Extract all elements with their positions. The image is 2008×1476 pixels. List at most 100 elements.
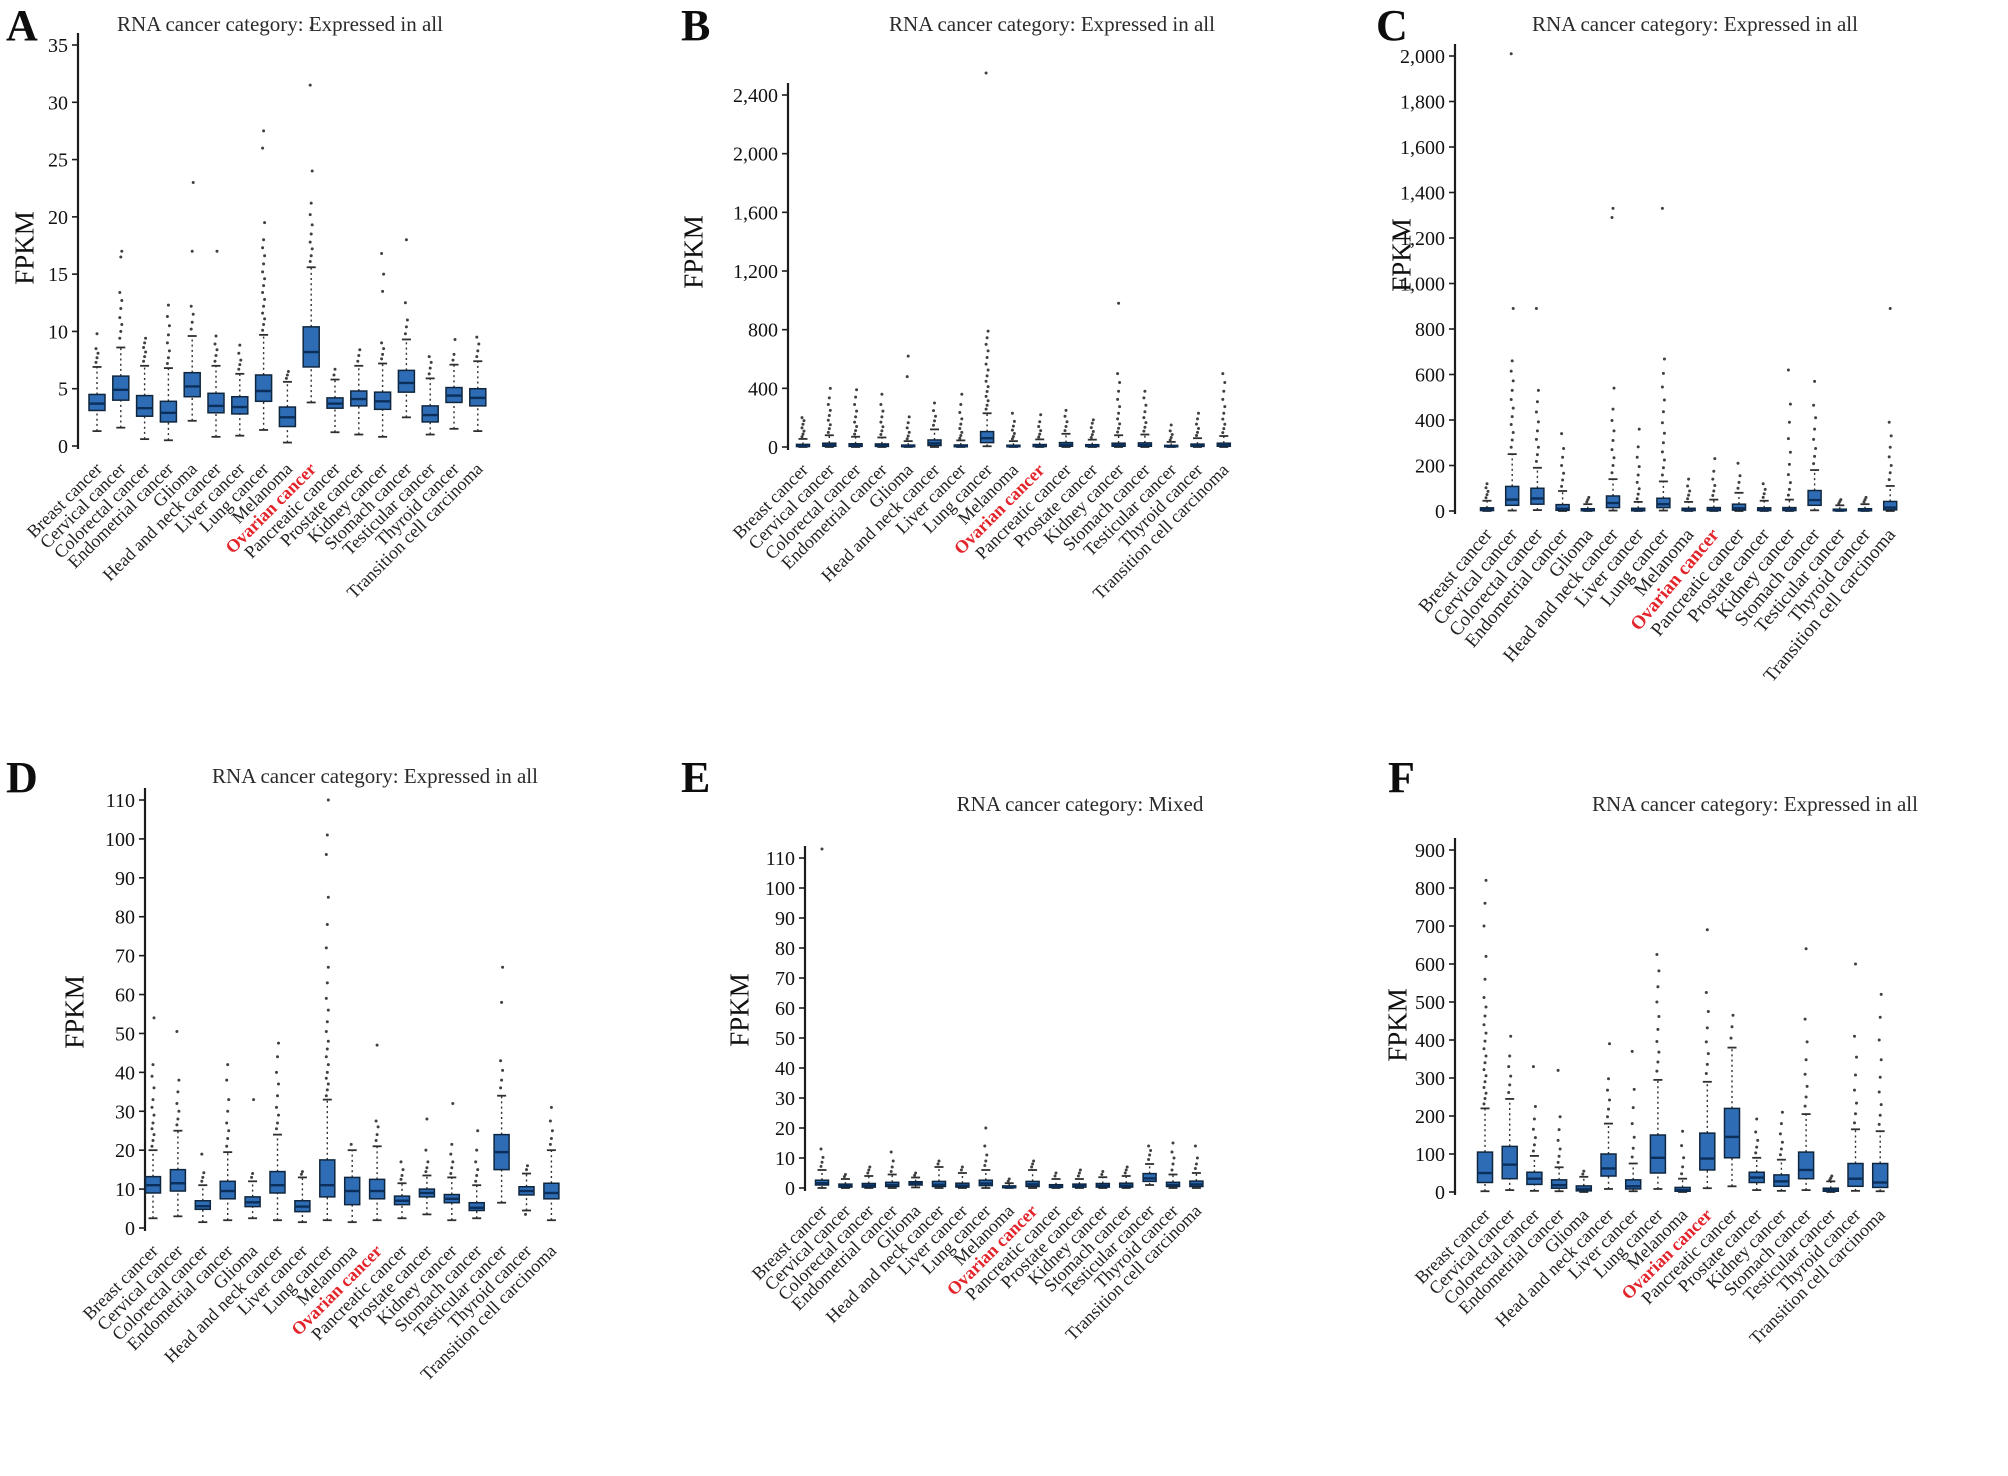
outlier-point [984,407,988,411]
outlier-point [1221,431,1225,435]
outlier-point [1786,473,1790,477]
outlier-point [1509,445,1513,449]
outlier-point [1655,1040,1659,1044]
iqr-box [254,374,273,403]
outlier-point [1194,1162,1198,1166]
outlier-point [1054,1171,1058,1175]
outlier-point [879,420,883,424]
outlier-point [326,1008,330,1012]
box-transition-cell-carcinoma: Transition cell carcinoma [1745,992,1889,1348]
iqr-box [1624,1179,1642,1190]
outlier-point [1090,433,1094,437]
outlier-point [166,303,170,307]
outlier-point [1736,461,1740,465]
y-tick-label: 25 [48,150,68,172]
outlier-point [500,1000,504,1004]
outlier-point [324,852,328,856]
outlier-point [853,402,857,406]
outlier-point [1788,450,1792,454]
outlier-point [1662,458,1666,462]
outlier-point [1730,1025,1734,1029]
outlier-point [449,1172,453,1176]
outlier-point [324,1094,328,1098]
y-tick-label: 100 [1415,1144,1445,1166]
outlier-point [1855,1055,1858,1059]
outlier-point [1195,422,1198,426]
outlier-point [1196,417,1199,421]
outlier-point [309,254,313,258]
outlier-point [1222,389,1226,393]
outlier-point [1610,471,1614,475]
outlier-point [984,71,988,75]
y-tick-label: 900 [1415,840,1445,862]
outlier-point [453,337,457,341]
outlier-point [843,1173,847,1176]
outlier-point [403,332,407,336]
outlier-point [404,238,408,242]
outlier-point [190,249,194,253]
outlier-point [1562,446,1566,450]
outlier-point [214,334,218,338]
y-tick-label: 90 [775,908,795,930]
outlier-point [1655,1069,1659,1073]
outlier-point [1534,437,1538,441]
outlier-point [1681,1129,1685,1133]
outlier-point [1636,473,1640,477]
outlier-point [1148,1153,1152,1157]
outlier-point [1660,473,1664,477]
outlier-point [1878,1113,1882,1117]
outlier-point [452,352,456,356]
outlier-point [1536,388,1540,392]
outlier-point [356,359,360,363]
outlier-point [905,375,909,379]
outlier-point [1222,427,1226,431]
outlier-point [854,415,858,419]
outlier-point [263,221,267,225]
outlier-point [1486,489,1490,493]
outlier-point [451,358,455,362]
outlier-point [1763,487,1767,491]
outlier-point [1887,420,1891,424]
outlier-point [1557,1154,1561,1158]
iqr-box [1723,1107,1741,1159]
outlier-point [1610,418,1614,422]
outlier-point [1118,380,1122,384]
outlier-point [1483,977,1487,981]
outlier-point [326,965,330,969]
outlier-point [261,290,265,294]
y-tick-label: 30 [115,1101,135,1123]
outlier-point [1585,500,1589,504]
outlier-point [382,347,386,351]
outlier-point [400,1173,404,1177]
outlier-point [1222,411,1226,415]
outlier-point [1729,1036,1733,1040]
outlier-point [986,399,990,403]
outlier-point [960,417,964,421]
outlier-point [933,401,936,405]
panel-a-y-axis-label: FPKM [9,211,40,285]
outlier-point [150,1144,154,1148]
outlier-point [425,1166,429,1170]
outlier-point [890,1165,894,1169]
outlier-point [1610,216,1614,220]
outlier-point [1482,1047,1486,1051]
outlier-point [261,270,265,274]
outlier-point [284,376,288,380]
outlier-point [937,1159,941,1163]
outlier-point [1661,466,1665,470]
outlier-point [548,1142,552,1146]
outlier-point [984,379,988,383]
outlier-point [225,1144,229,1148]
outlier-point [309,26,313,30]
outlier-point [120,323,124,327]
y-tick-label: 0 [785,1178,795,1200]
y-tick-label: 5 [58,379,68,401]
outlier-point [424,1148,428,1152]
outlier-point [1534,410,1538,414]
outlier-point [1637,487,1641,491]
outlier-point [1756,1138,1760,1142]
outlier-point [1483,1080,1487,1084]
panel-c-plot: 0 200 400 600 800 1,000 1,200 1,400 1,600 1,800 2,… [1400,44,1900,686]
y-tick-label: 300 [1415,1068,1445,1090]
